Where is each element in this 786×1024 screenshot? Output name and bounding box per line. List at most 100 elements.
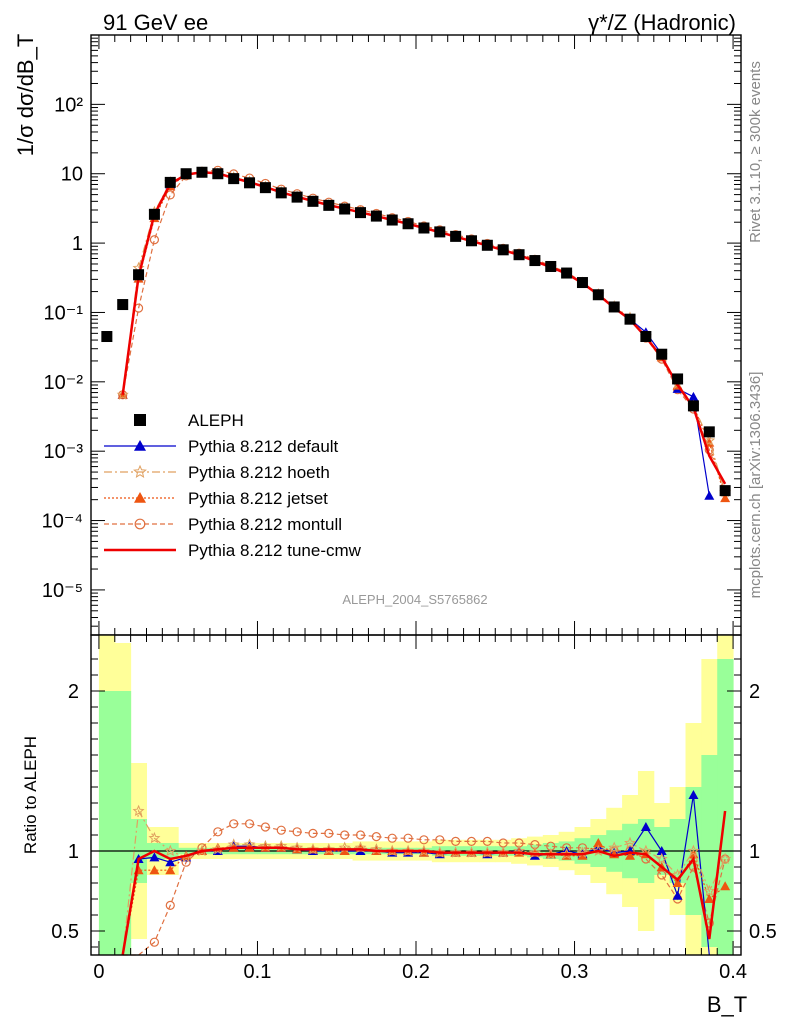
series-point-ratio	[482, 836, 492, 847]
series-point-ratio	[687, 844, 700, 857]
series-point-ratio	[640, 822, 651, 831]
series-point-main	[149, 235, 160, 245]
aleph-data-point	[133, 269, 145, 281]
series-point-ratio	[165, 857, 176, 867]
aleph-data-point	[386, 214, 398, 226]
mcplots-label: mcplots.cern.ch [arXiv:1306.3436]	[747, 372, 764, 599]
series-point-ratio	[593, 838, 604, 847]
series-point-ratio	[149, 852, 160, 862]
aleph-data-point	[465, 235, 477, 247]
series-point-ratio	[672, 878, 683, 887]
series-point-ratio	[497, 846, 510, 858]
ratio-plot: 0.5 0.5 1 1 2 2 0 0.1 0.2 0.3 0.4	[51, 634, 777, 983]
x-tick-label: 0.2	[402, 961, 430, 983]
series-point-ratio	[481, 846, 494, 858]
x-tick-label: 0.3	[561, 961, 589, 983]
aleph-data-point	[434, 226, 446, 238]
x-tick-label: 0.4	[719, 961, 747, 983]
aleph-data-point	[719, 485, 731, 497]
legend-label: Pythia 8.212 tune-cmw	[188, 541, 362, 560]
series-point-main	[688, 391, 699, 401]
series-point-ratio	[655, 852, 668, 865]
legend-marker	[133, 464, 147, 478]
legend-marker	[134, 518, 146, 530]
ratio-y-tick-label-right: 0.5	[749, 921, 777, 943]
series-point-ratio	[449, 846, 462, 858]
series-point-ratio	[371, 831, 381, 842]
series-point-ratio	[466, 836, 477, 847]
main-y-tick-label: 10	[61, 164, 83, 186]
aleph-data-point	[196, 166, 208, 178]
series-line-ratio	[121, 810, 727, 956]
ratio-y-tick-label: 0.5	[51, 921, 79, 943]
aleph-data-point	[307, 195, 319, 207]
series-point-ratio	[688, 790, 699, 799]
x-tick-label: 0.1	[244, 961, 272, 983]
main-y-tick-label: 10⁻²	[44, 372, 84, 394]
main-y-axis-title-text: 1/σ dσ/dB_T	[13, 34, 38, 157]
legend-label: Pythia 8.212 hoeth	[188, 463, 330, 482]
main-y-tick-label: 10⁻⁵	[42, 580, 83, 602]
aleph-data-point	[164, 176, 176, 188]
series-point-ratio	[386, 844, 399, 857]
series-point-ratio	[306, 843, 319, 855]
series-point-ratio	[719, 852, 732, 865]
series-point-ratio	[672, 890, 683, 900]
series-point-ratio	[149, 865, 160, 875]
series-point-main	[116, 388, 129, 400]
series-point-ratio	[276, 825, 286, 835]
series-point-main	[720, 493, 731, 503]
rivet-label: Rivet 3.1.10, ≥ 300k events	[747, 61, 764, 243]
legend-marker	[134, 492, 146, 503]
aleph-data-point	[513, 249, 525, 261]
aleph-data-point	[291, 191, 303, 203]
aleph-data-point	[529, 255, 541, 267]
legend-label: Pythia 8.212 default	[188, 437, 339, 456]
series-point-ratio	[322, 843, 335, 855]
series-point-ratio	[608, 841, 621, 853]
x-axis-title: B_T	[707, 992, 747, 1017]
series-point-main	[703, 434, 716, 446]
series-point-ratio	[560, 847, 573, 860]
aleph-data-point	[640, 331, 652, 343]
aleph-data-point	[275, 187, 287, 199]
aleph-data-point	[212, 168, 224, 180]
aleph-data-point	[418, 222, 430, 234]
series-point-ratio	[703, 884, 716, 897]
aleph-data-point	[481, 239, 493, 251]
aleph-data-point	[624, 313, 636, 325]
series-point-ratio	[132, 804, 145, 817]
main-plot: 10⁻⁵ 10⁻⁴ 10⁻³ 10⁻² 10⁻¹ 1 10 10²	[42, 34, 742, 636]
aleph-data-point	[228, 173, 240, 185]
series-point-main	[704, 490, 715, 500]
series-point-ratio	[387, 833, 397, 843]
series-point-ratio	[435, 835, 445, 845]
aleph-data-point	[148, 208, 160, 220]
aleph-data-point	[370, 210, 382, 222]
main-y-tick-label: 10⁻⁴	[42, 511, 83, 533]
ratio-band-inner	[717, 659, 734, 955]
aleph-data-point	[244, 177, 256, 189]
series-point-ratio	[544, 847, 557, 860]
aleph-data-point	[323, 199, 335, 211]
main-y-tick-label: 10²	[54, 94, 83, 116]
legend-label: ALEPH	[188, 411, 244, 430]
legend-marker	[134, 414, 146, 426]
series-point-ratio	[592, 844, 605, 857]
series-point-ratio	[308, 828, 318, 839]
header-process: γ*/Z (Hadronic)	[588, 10, 736, 35]
main-y-axis-title: 1/σ dσ/dB_T	[13, 34, 38, 157]
aleph-data-point	[339, 203, 351, 215]
series-point-ratio	[149, 937, 160, 947]
ratio-band-inner	[114, 691, 132, 955]
aleph-data-point	[656, 348, 668, 360]
aleph-data-point	[101, 331, 113, 343]
aleph-data-point	[545, 260, 557, 272]
ratio-band-inner	[98, 691, 116, 955]
series-point-ratio	[625, 850, 636, 860]
main-y-tick-label: 1	[72, 233, 83, 255]
ratio-y-tick-label: 2	[68, 681, 79, 703]
watermark-label: ALEPH_2004_S5765862	[342, 592, 487, 607]
aleph-data-point	[592, 289, 604, 301]
